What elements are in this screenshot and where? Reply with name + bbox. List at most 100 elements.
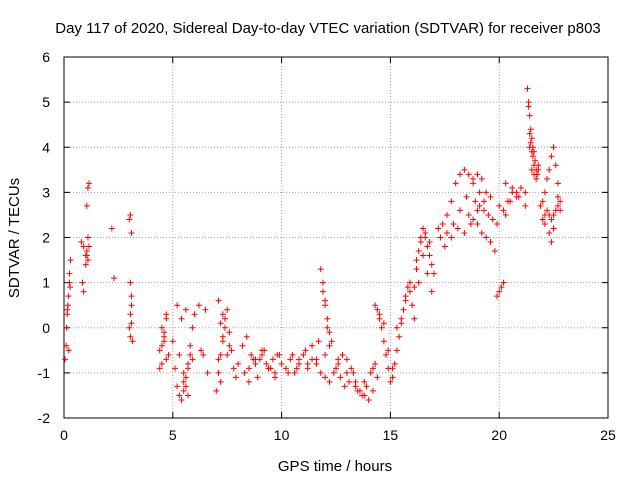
data-point <box>176 392 183 399</box>
data-point <box>500 207 507 214</box>
data-point <box>319 288 326 295</box>
data-point <box>532 157 539 164</box>
data-point <box>330 369 337 376</box>
data-point <box>127 279 134 286</box>
data-point <box>62 356 69 363</box>
data-point <box>80 243 87 250</box>
data-point <box>67 284 74 291</box>
data-point <box>83 202 90 209</box>
data-point <box>226 342 233 349</box>
data-point <box>474 220 481 227</box>
data-point <box>554 202 561 209</box>
data-point <box>515 193 522 200</box>
y-tick-label: 4 <box>42 139 50 155</box>
data-point <box>269 356 276 363</box>
data-point <box>463 193 470 200</box>
data-point <box>496 288 503 295</box>
y-tick-label: 0 <box>42 320 50 336</box>
data-point <box>84 184 91 191</box>
data-point <box>531 171 538 178</box>
data-point <box>391 360 398 367</box>
data-point <box>265 365 272 372</box>
data-point <box>426 252 433 259</box>
data-point <box>461 229 468 236</box>
data-point <box>496 202 503 209</box>
data-point <box>245 378 252 385</box>
data-point <box>309 342 316 349</box>
data-point <box>406 279 413 286</box>
data-point <box>291 369 298 376</box>
data-point <box>369 365 376 372</box>
y-tick-label: -2 <box>38 410 51 426</box>
data-point <box>435 225 442 232</box>
data-point <box>219 338 226 345</box>
data-point <box>494 293 501 300</box>
data-point <box>531 162 538 169</box>
data-point <box>222 315 229 322</box>
data-point <box>378 324 385 331</box>
data-point <box>86 243 93 250</box>
data-point <box>204 369 211 376</box>
data-point <box>156 365 163 372</box>
data-point <box>335 356 342 363</box>
data-point <box>128 302 135 309</box>
data-point <box>224 306 231 313</box>
data-point <box>241 369 248 376</box>
data-point <box>452 180 459 187</box>
data-point <box>528 166 535 173</box>
data-point <box>127 333 134 340</box>
data-point <box>129 338 136 345</box>
data-point <box>554 193 561 200</box>
data-point <box>526 144 533 151</box>
data-point <box>185 392 192 399</box>
data-point <box>158 324 165 331</box>
data-point <box>66 270 73 277</box>
data-point <box>398 315 405 322</box>
data-point <box>546 229 553 236</box>
data-point <box>411 315 418 322</box>
x-tick-label: 0 <box>60 427 68 443</box>
data-point <box>457 171 464 178</box>
data-point <box>448 234 455 241</box>
data-point <box>420 252 427 259</box>
data-point <box>491 248 498 255</box>
data-point <box>243 333 250 340</box>
data-point <box>374 306 381 313</box>
data-point <box>174 302 181 309</box>
data-point <box>385 347 392 354</box>
data-point <box>374 374 381 381</box>
data-point <box>369 387 376 394</box>
data-point <box>533 175 540 182</box>
data-point <box>420 225 427 232</box>
y-tick-label: 1 <box>42 275 50 291</box>
data-point <box>198 347 205 354</box>
data-point <box>528 148 535 155</box>
data-point <box>413 257 420 264</box>
data-point <box>524 85 531 92</box>
data-point <box>293 365 300 372</box>
data-point <box>350 369 357 376</box>
data-point <box>343 356 350 363</box>
data-point <box>474 171 481 178</box>
data-point <box>215 369 222 376</box>
data-point <box>182 306 189 313</box>
data-point <box>528 135 535 142</box>
data-point <box>383 351 390 358</box>
data-point <box>527 126 534 133</box>
data-point <box>406 288 413 295</box>
data-point <box>478 175 485 182</box>
data-points <box>62 85 564 403</box>
data-point <box>443 211 450 218</box>
data-point <box>65 293 72 300</box>
data-point <box>65 347 72 354</box>
data-point <box>195 302 202 309</box>
data-point <box>393 347 400 354</box>
data-point <box>217 378 224 385</box>
data-point <box>254 374 261 381</box>
data-point <box>470 216 477 223</box>
data-point <box>474 207 481 214</box>
data-point <box>354 387 361 394</box>
data-point <box>539 216 546 223</box>
chart-title: Day 117 of 2020, Sidereal Day-to-day VTE… <box>55 20 601 37</box>
data-point <box>319 279 326 286</box>
